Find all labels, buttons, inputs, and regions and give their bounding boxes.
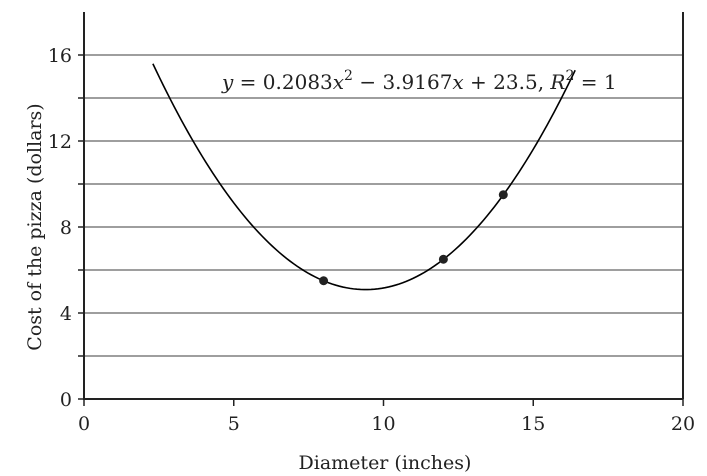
- x-tick-label: 5: [228, 413, 240, 435]
- equation-r: R: [549, 70, 565, 94]
- equation-x-var: x: [333, 70, 344, 94]
- equation-constant: + 23.5,: [464, 70, 551, 94]
- x-tick-labels: 0 5 10 15 20: [78, 413, 695, 435]
- x-tick-label: 15: [521, 413, 545, 435]
- equation-x-var-2: x: [452, 70, 463, 94]
- data-point: [319, 276, 329, 286]
- y-axis-title: Cost of the pizza (dollars): [24, 103, 46, 350]
- x-axis-title: Diameter (inches): [299, 452, 472, 474]
- axes: [78, 12, 684, 406]
- equation-coef-a: = 0.2083: [233, 70, 332, 94]
- y-tick-label: 8: [60, 217, 72, 239]
- x-tick-label: 0: [78, 413, 90, 435]
- equation-exponent: 2: [344, 68, 353, 84]
- equation-y: y: [221, 70, 234, 94]
- y-tick-label: 0: [60, 389, 72, 411]
- y-tick-label: 12: [48, 131, 72, 153]
- gridlines: [84, 54, 683, 357]
- equation-coef-b: − 3.9167: [353, 70, 452, 94]
- data-point: [498, 190, 508, 200]
- equation-r-value: = 1: [574, 70, 616, 94]
- y-tick-labels: 0 4 8 12 16: [48, 45, 72, 411]
- equation-r-exponent: 2: [565, 68, 574, 84]
- y-tick-label: 16: [48, 45, 72, 67]
- trendline-equation: y = 0.2083x2 − 3.9167x + 23.5, R2 = 1: [221, 68, 617, 94]
- x-tick-label: 10: [371, 413, 395, 435]
- x-tick-label: 20: [671, 413, 695, 435]
- data-point: [438, 254, 448, 264]
- y-tick-label: 4: [60, 303, 72, 325]
- data-points: [319, 190, 508, 286]
